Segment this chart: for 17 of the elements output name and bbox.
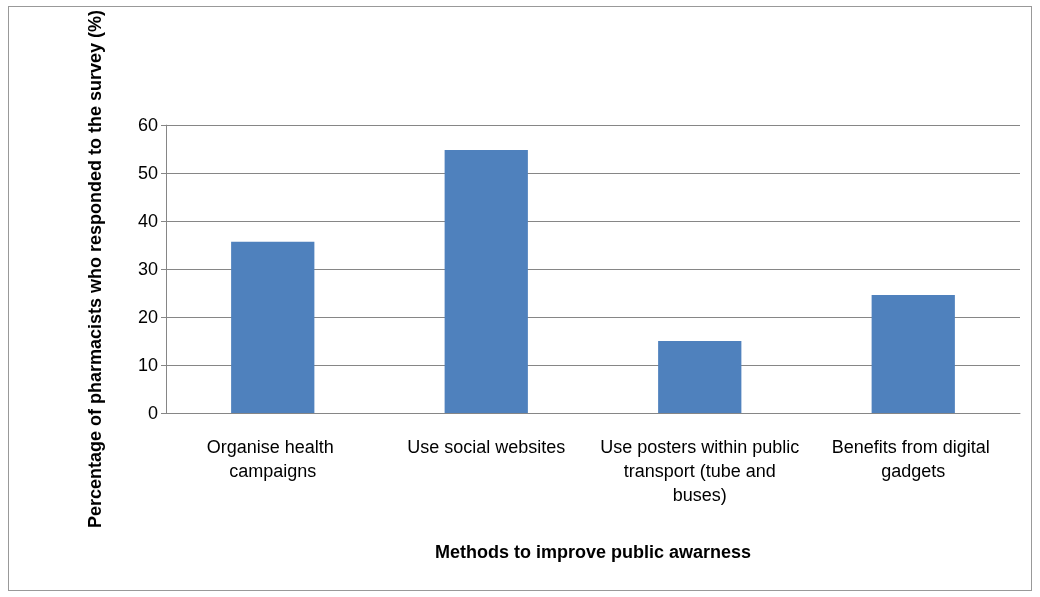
- y-tick-label: 50: [137, 163, 158, 184]
- x-tick-label: Use posters within public transport (tube and buses): [600, 437, 800, 505]
- y-tick-label: 40: [137, 211, 158, 232]
- bar: [658, 341, 742, 413]
- y-tick-label: 0: [147, 403, 158, 423]
- x-tick-label: Organise health campaigns: [206, 437, 339, 481]
- x-tick-label: Benefits from digital gadgets: [831, 437, 995, 481]
- x-axis-title: Methods to improve public awarness: [434, 542, 752, 562]
- bar: [231, 241, 315, 413]
- y-tick-label: 20: [137, 307, 158, 328]
- x-tick-label: Use social websites: [407, 437, 566, 457]
- y-axis-title: Percentage of pharmacists who responded to the survey (%): [85, 9, 105, 529]
- y-tick-label: 10: [137, 355, 158, 376]
- bar: [871, 294, 955, 413]
- y-tick-label: 30: [137, 259, 158, 280]
- y-tick-label: 60: [137, 115, 158, 136]
- bar: [444, 150, 528, 413]
